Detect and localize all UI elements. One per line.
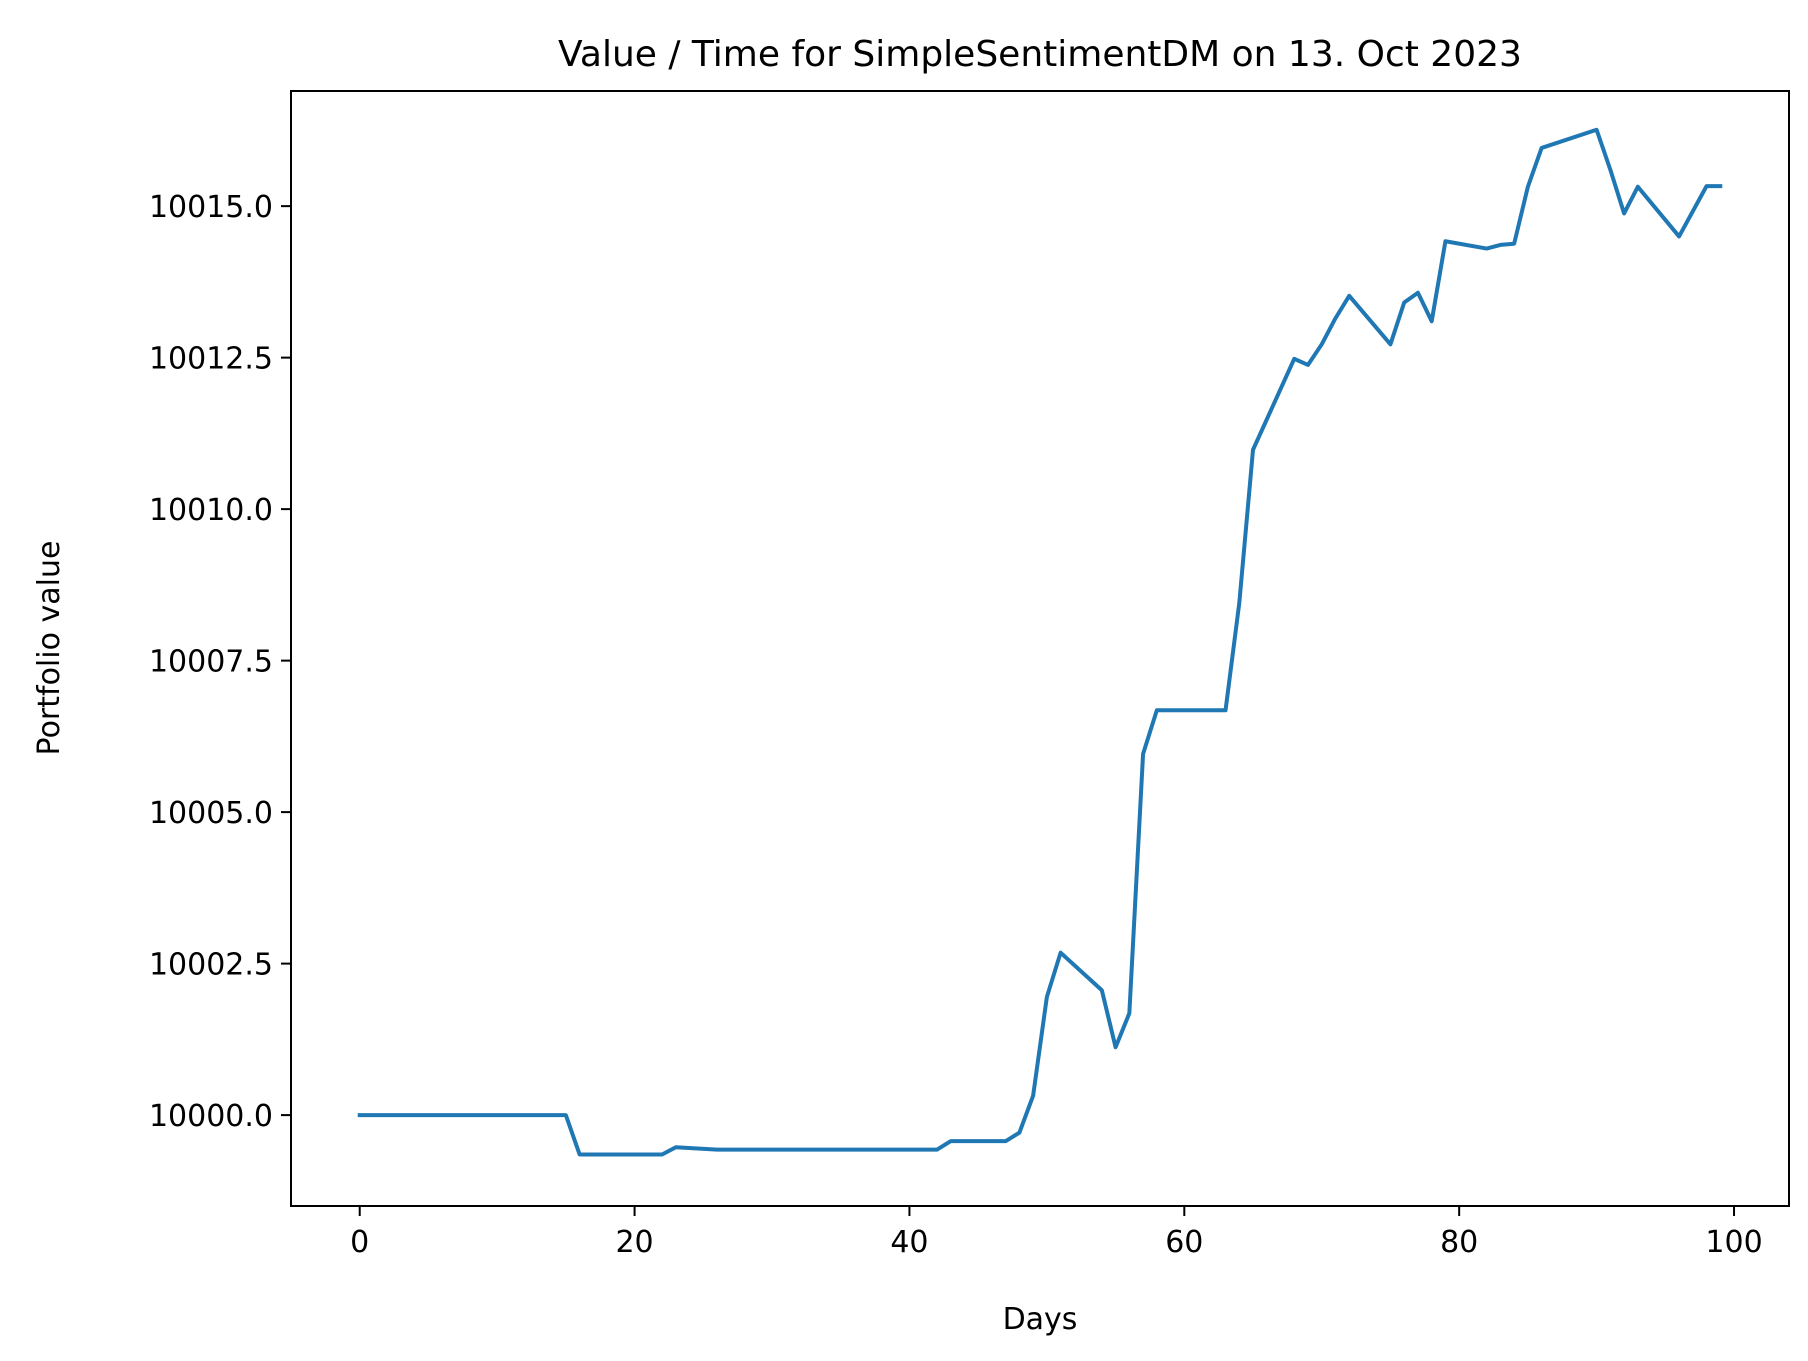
x-axis-title: Days — [1003, 1302, 1078, 1337]
series-layer — [357, 127, 1723, 1157]
series-line-0 — [357, 127, 1723, 1157]
x-tick-label: 80 — [1440, 1225, 1478, 1260]
y-axis: 10000.0 10002.5 10005.0 10007.5 10010.0 10012… — [149, 190, 291, 1134]
x-tick-label: 40 — [890, 1225, 928, 1260]
y-tick-label: 10015.0 — [149, 190, 273, 225]
y-tick-label: 10010.0 — [149, 493, 273, 528]
x-tick-label: 100 — [1705, 1225, 1762, 1260]
y-axis-title: Portfolio value — [32, 541, 67, 756]
x-tick-label: 20 — [615, 1225, 653, 1260]
y-tick-label: 10005.0 — [149, 796, 273, 831]
x-tick-label: 60 — [1165, 1225, 1203, 1260]
x-tick-label: 0 — [350, 1225, 369, 1260]
axes-frame — [290, 90, 1790, 1207]
y-tick-label: 10012.5 — [149, 342, 273, 377]
chart-title: Value / Time for SimpleSentimentDM on 13… — [558, 34, 1522, 75]
x-axis: 0 20 40 60 80 100 — [350, 1206, 1763, 1260]
y-tick-label: 10000.0 — [149, 1099, 273, 1134]
y-tick-label: 10007.5 — [149, 645, 273, 680]
y-tick-label: 10002.5 — [149, 948, 273, 983]
plot-area — [290, 90, 1790, 1207]
